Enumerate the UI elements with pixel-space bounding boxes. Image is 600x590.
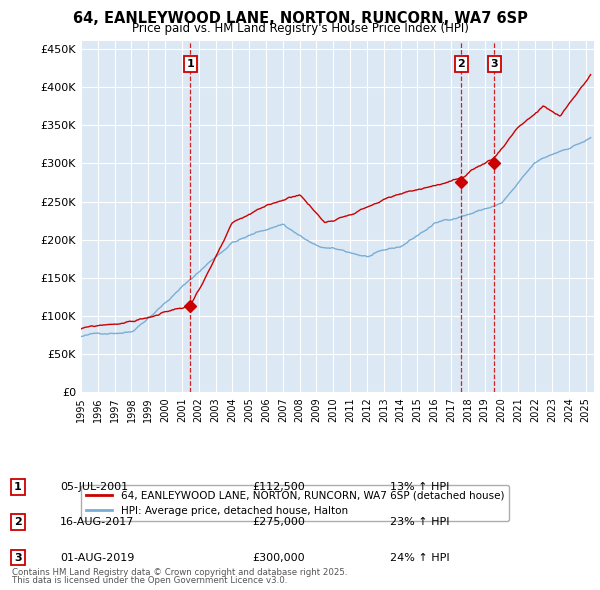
Text: 13% ↑ HPI: 13% ↑ HPI	[390, 482, 449, 491]
Text: 1: 1	[14, 482, 22, 491]
Text: £112,500: £112,500	[252, 482, 305, 491]
Text: 3: 3	[14, 553, 22, 562]
Text: 1: 1	[187, 59, 194, 69]
Text: Contains HM Land Registry data © Crown copyright and database right 2025.: Contains HM Land Registry data © Crown c…	[12, 568, 347, 577]
Text: 01-AUG-2019: 01-AUG-2019	[60, 553, 134, 562]
Text: £275,000: £275,000	[252, 517, 305, 527]
Text: 05-JUL-2001: 05-JUL-2001	[60, 482, 128, 491]
Text: 16-AUG-2017: 16-AUG-2017	[60, 517, 134, 527]
Text: 24% ↑ HPI: 24% ↑ HPI	[390, 553, 449, 562]
Text: Price paid vs. HM Land Registry's House Price Index (HPI): Price paid vs. HM Land Registry's House …	[131, 22, 469, 35]
Text: 2: 2	[458, 59, 466, 69]
Text: 23% ↑ HPI: 23% ↑ HPI	[390, 517, 449, 527]
Text: 3: 3	[491, 59, 498, 69]
Text: £300,000: £300,000	[252, 553, 305, 562]
Text: This data is licensed under the Open Government Licence v3.0.: This data is licensed under the Open Gov…	[12, 576, 287, 585]
Legend: 64, EANLEYWOOD LANE, NORTON, RUNCORN, WA7 6SP (detached house), HPI: Average pri: 64, EANLEYWOOD LANE, NORTON, RUNCORN, WA…	[81, 486, 509, 521]
Text: 64, EANLEYWOOD LANE, NORTON, RUNCORN, WA7 6SP: 64, EANLEYWOOD LANE, NORTON, RUNCORN, WA…	[73, 11, 527, 25]
Text: 2: 2	[14, 517, 22, 527]
